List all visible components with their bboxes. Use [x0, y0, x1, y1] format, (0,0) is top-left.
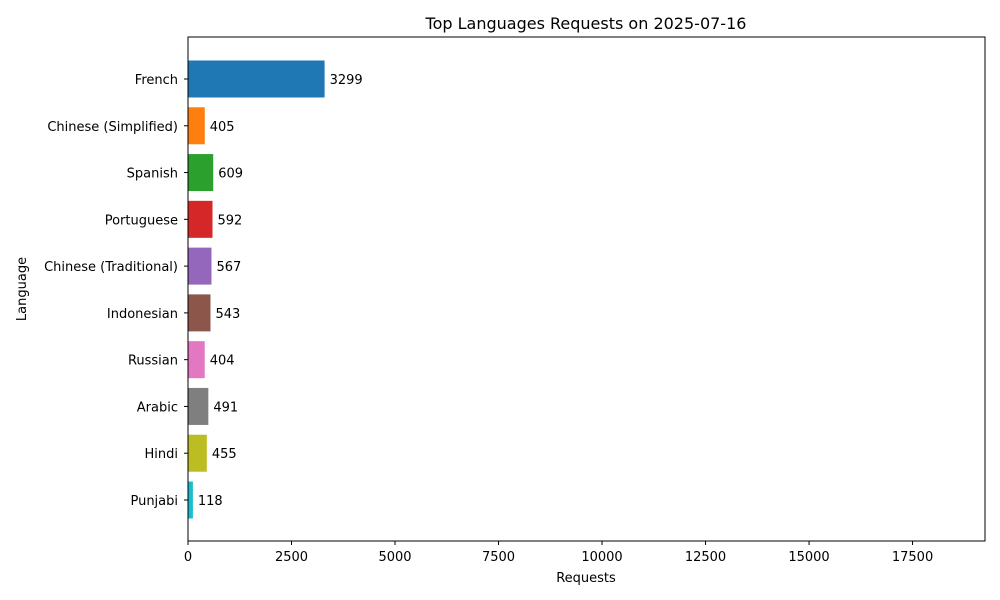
bar-indonesian [188, 294, 211, 332]
y-tick-labels: French Chinese (Simplified) Spanish Portugu… [44, 73, 188, 509]
data-label: 609 [218, 167, 243, 182]
x-tick-label: 12500 [685, 550, 726, 565]
y-tick-label: Chinese (Traditional) [44, 260, 178, 275]
plot-frame [187, 36, 986, 542]
bar-portuguese [188, 200, 213, 238]
data-label: 567 [216, 260, 241, 275]
bar-french [188, 60, 325, 98]
x-tick-label: 0 [184, 550, 192, 565]
data-label: 118 [198, 494, 223, 509]
bar-hindi [188, 434, 207, 472]
data-label: 405 [210, 120, 235, 135]
y-tick-label: Portuguese [105, 213, 178, 228]
y-tick-label: French [135, 73, 178, 88]
x-tick-label: 2500 [275, 550, 308, 565]
x-axis-label: Requests [556, 571, 616, 586]
y-axis-label: Language [15, 257, 30, 321]
bar-arabic [188, 387, 209, 425]
bar-chinese-traditional [188, 247, 212, 285]
y-tick-label: Hindi [145, 447, 179, 462]
bar-punjabi [188, 481, 193, 519]
y-tick-label: Chinese (Simplified) [47, 120, 178, 135]
data-label: 3299 [330, 73, 363, 88]
x-tick-label: 15000 [788, 550, 829, 565]
data-label: 491 [213, 400, 238, 415]
data-labels: 3299 405 609 592 567 543 404 491 455 118 [198, 73, 363, 509]
y-tick-label: Punjabi [130, 494, 178, 509]
x-tick-label: 10000 [581, 550, 622, 565]
data-label: 543 [215, 307, 240, 322]
data-label: 455 [212, 447, 237, 462]
y-tick-label: Spanish [127, 167, 178, 182]
y-tick-label: Indonesian [107, 307, 178, 322]
x-tick-label: 17500 [892, 550, 933, 565]
data-label: 404 [210, 354, 235, 369]
x-ticks: 0 2500 5000 7500 10000 12500 15000 17500 [184, 541, 933, 565]
x-tick-label: 7500 [482, 550, 515, 565]
bar-chinese-simplified [188, 107, 205, 145]
x-tick-label: 5000 [378, 550, 411, 565]
bar-spanish [188, 154, 214, 192]
bars-group [188, 60, 325, 519]
y-tick-label: Russian [128, 354, 178, 369]
data-label: 592 [218, 213, 243, 228]
bar-russian [188, 341, 205, 379]
chart-title: Top Languages Requests on 2025-07-16 [425, 14, 747, 33]
y-tick-label: Arabic [137, 400, 178, 415]
